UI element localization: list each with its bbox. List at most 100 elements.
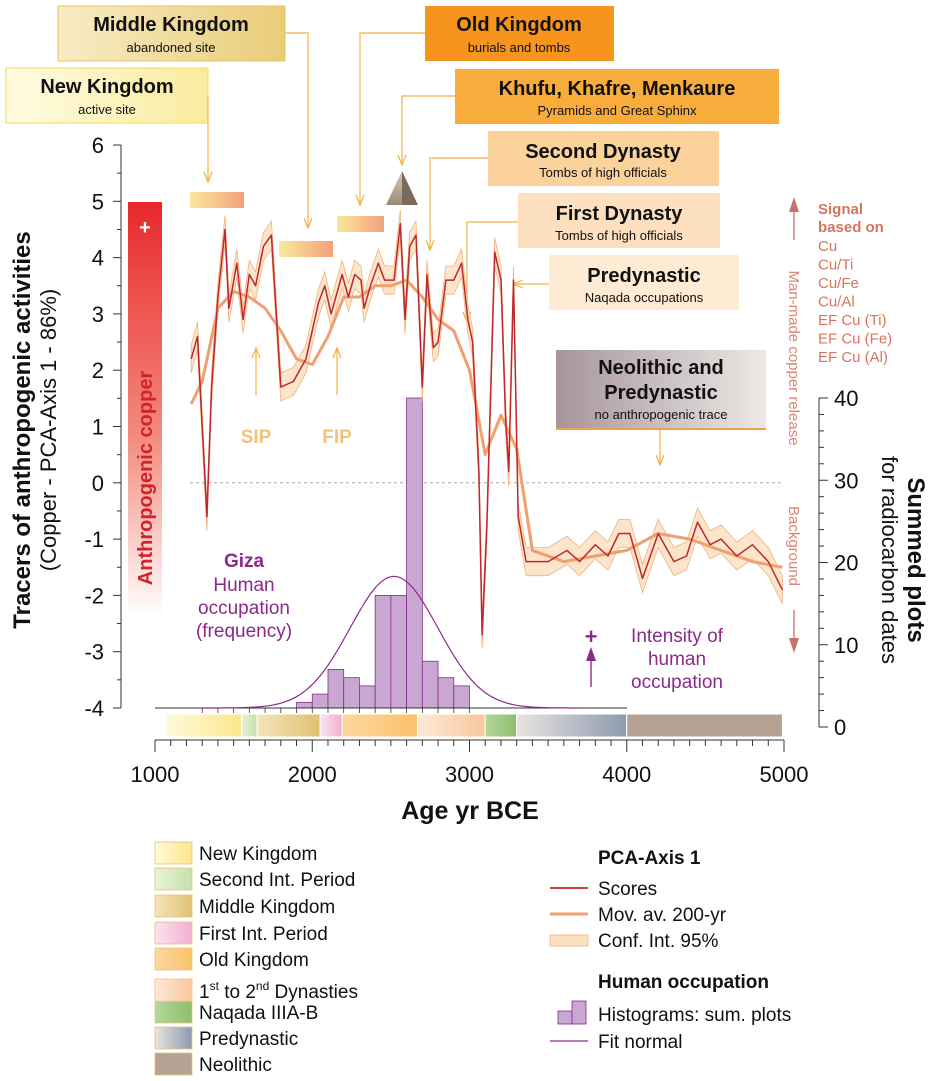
intensity-line-2: human bbox=[648, 649, 706, 670]
y-left-tick-label: 5 bbox=[92, 189, 104, 214]
legend-movav-label: Mov. av. 200-yr bbox=[598, 905, 727, 926]
leader-arrows bbox=[203, 32, 665, 467]
leader-first-dynasty bbox=[466, 221, 518, 322]
neolithic-title-2: Predynastic bbox=[604, 382, 717, 404]
first-dynasty-subtitle: Tombs of high officials bbox=[555, 228, 683, 243]
y-right-tick-label: 20 bbox=[834, 551, 858, 576]
giza-title: Giza bbox=[224, 551, 265, 572]
signal-title-1: Signal bbox=[818, 201, 863, 218]
first-dynasty-title: First Dynasty bbox=[556, 203, 684, 225]
legend-period-label: Old Kingdom bbox=[199, 950, 309, 971]
first-dynasty-box: First Dynasty Tombs of high officials bbox=[518, 193, 720, 248]
leader-second-dynasty bbox=[429, 157, 488, 250]
signal-item: EF Cu (Ti) bbox=[818, 312, 887, 329]
period-bar-segment bbox=[341, 713, 419, 738]
neolithic-title-1: Neolithic and bbox=[598, 357, 724, 379]
intensity-line-1: Intensity of bbox=[631, 626, 724, 647]
histogram-bar bbox=[453, 685, 470, 709]
giza-labels: Giza Human occupation (frequency) bbox=[196, 551, 292, 642]
arrowhead-sip bbox=[251, 346, 261, 359]
pyramids-box: Khufu, Khafre, Menkaure Pyramids and Gre… bbox=[455, 69, 779, 124]
period-segments bbox=[190, 192, 384, 257]
background-scale: Man-made copper release Background bbox=[785, 197, 802, 653]
leader-old-kingdom bbox=[359, 32, 425, 205]
fip-label: FIP bbox=[322, 427, 352, 448]
y-left-tick-label: 1 bbox=[92, 415, 104, 440]
y-axis-right-ticks: 40 30 20 10 0 bbox=[819, 386, 858, 740]
manmade-label: Man-made copper release bbox=[785, 270, 802, 445]
x-tick-label: 2000 bbox=[288, 762, 337, 787]
predynastic-title: Predynastic bbox=[587, 265, 700, 287]
anthro-copper-label: Anthropogenic copper bbox=[135, 371, 157, 586]
sip-label: SIP bbox=[241, 427, 272, 448]
pyramids-subtitle: Pyramids and Great Sphinx bbox=[538, 103, 697, 118]
arrowhead-fip bbox=[332, 346, 342, 359]
second-dynasty-title: Second Dynasty bbox=[525, 141, 681, 163]
legend-period-swatch bbox=[154, 1000, 193, 1024]
legend-hist-label: Histograms: sum. plots bbox=[598, 1005, 791, 1026]
signal-item: EF Cu (Al) bbox=[818, 349, 888, 366]
intensity-line-3: occupation bbox=[631, 672, 723, 693]
signal-item: Cu bbox=[818, 238, 837, 255]
new-kingdom-subtitle: active site bbox=[78, 102, 136, 117]
histogram bbox=[296, 397, 470, 709]
intensity-plus-sign: + bbox=[585, 624, 598, 649]
arrowhead-second-dynasty bbox=[425, 239, 435, 252]
y-left-tick-label: 3 bbox=[92, 302, 104, 327]
y-axis-left-title-1: Tracers of anthropogenic activities bbox=[9, 231, 36, 628]
x-tick-label: 5000 bbox=[760, 762, 809, 787]
y-left-tick-label: 6 bbox=[92, 133, 104, 158]
segment-middle-kingdom bbox=[279, 241, 333, 257]
fit-normal-curve bbox=[202, 575, 580, 709]
y-axis-left-ticks: 6 5 4 3 2 1 0 -1 -2 -3 -4 bbox=[84, 133, 121, 721]
histogram-bar bbox=[374, 595, 392, 709]
arrowhead-middle-kingdom bbox=[303, 217, 313, 230]
y-right-tick-label: 10 bbox=[834, 633, 858, 658]
y-left-tick-label: -3 bbox=[84, 640, 104, 665]
giza-line-4: (frequency) bbox=[196, 621, 292, 642]
signal-item: Cu/Ti bbox=[818, 257, 853, 274]
x-tick-label: 3000 bbox=[445, 762, 494, 787]
signal-item: EF Cu (Fe) bbox=[818, 331, 892, 348]
legend-confint-swatch bbox=[549, 934, 589, 947]
giza-line-3: occupation bbox=[198, 598, 290, 619]
period-bar-segment bbox=[516, 713, 628, 738]
period-bar-segment bbox=[417, 713, 486, 738]
legend-period-swatch bbox=[154, 947, 193, 971]
legend-period-swatch bbox=[154, 867, 193, 891]
pyramid-icon bbox=[386, 171, 418, 205]
legend-period-label: Second Int. Period bbox=[199, 870, 355, 891]
legend-period-swatch bbox=[154, 841, 193, 865]
histogram-bar bbox=[390, 595, 408, 709]
legend-period-label: Middle Kingdom bbox=[199, 897, 335, 918]
neolithic-subtitle: no anthropogenic trace bbox=[595, 407, 728, 422]
period-bar-segment bbox=[319, 713, 343, 738]
x-axis-title: Age yr BCE bbox=[401, 797, 539, 825]
arrowhead-old-kingdom bbox=[355, 194, 365, 207]
legend-period-label: Naqada IIIA-B bbox=[199, 1003, 318, 1024]
histogram-bar bbox=[406, 397, 423, 709]
x-tick-label: 1000 bbox=[131, 762, 180, 787]
middle-kingdom-title: Middle Kingdom bbox=[93, 14, 249, 36]
y-left-tick-label: 0 bbox=[92, 471, 104, 496]
period-bar-segment bbox=[256, 713, 321, 738]
y-axis-right-title-2: for radiocarbon dates bbox=[877, 456, 902, 664]
x-axis-ticks: 1000 2000 3000 4000 5000 bbox=[131, 708, 809, 787]
arrowhead-new-kingdom bbox=[203, 171, 213, 184]
middle-kingdom-subtitle: abandoned site bbox=[127, 40, 216, 55]
old-kingdom-title: Old Kingdom bbox=[456, 14, 582, 36]
background-label: Background bbox=[785, 506, 802, 586]
legend-human-title: Human occupation bbox=[598, 972, 769, 993]
period-bar-segment bbox=[165, 713, 242, 738]
y-left-tick-label: -4 bbox=[84, 696, 104, 721]
period-timeline-bar bbox=[165, 713, 783, 738]
legend-pca-title: PCA-Axis 1 bbox=[598, 848, 701, 869]
y-axis-right-title-1: Summed plots bbox=[902, 477, 929, 642]
arrowhead-pyramids bbox=[397, 154, 407, 167]
histogram-bar bbox=[327, 669, 345, 709]
old-kingdom-subtitle: burials and tombs bbox=[468, 40, 571, 55]
histogram-bar bbox=[296, 701, 313, 709]
legend-period-label: First Int. Period bbox=[199, 924, 328, 945]
